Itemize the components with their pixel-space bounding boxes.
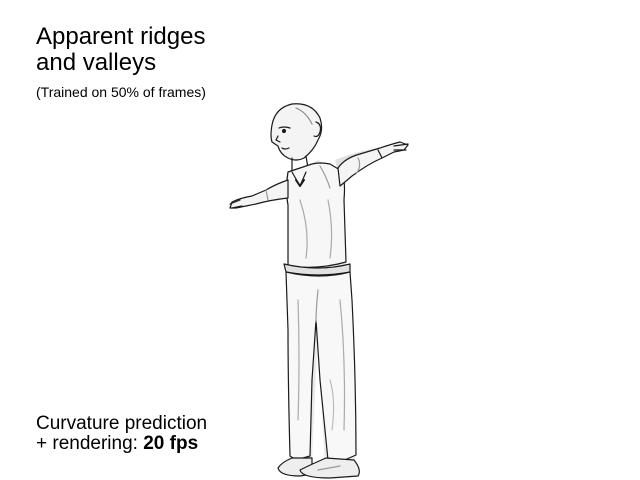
title-line-2: and valleys	[36, 49, 157, 76]
title: Apparent ridges and valleys	[36, 24, 336, 76]
fps-value: 20 fps	[143, 433, 199, 454]
caption-line-2-prefix: + rendering:	[36, 433, 144, 454]
caption-line-2: + rendering: 20 fps	[36, 434, 207, 454]
caption: Curvature prediction + rendering: 20 fps	[36, 414, 207, 454]
title-line-1: Apparent ridges	[36, 23, 206, 50]
caption-line-1: Curvature prediction	[36, 413, 208, 434]
subtitle: (Trained on 50% of frames)	[36, 84, 206, 100]
